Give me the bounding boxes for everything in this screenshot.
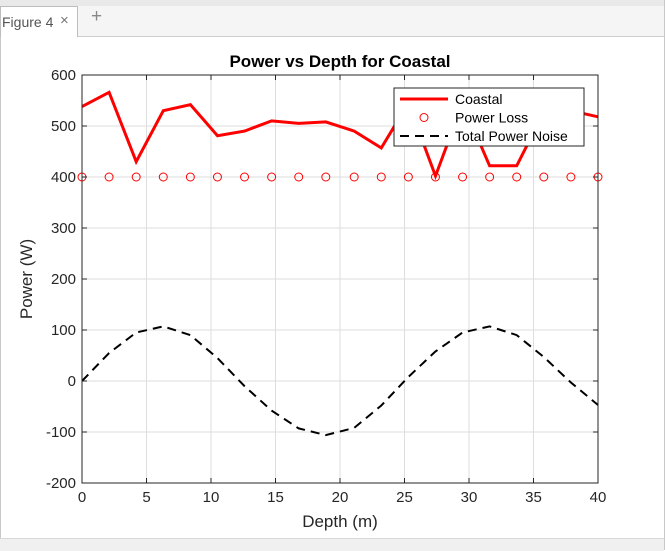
x-axis-label: Depth (m): [302, 512, 378, 531]
x-tick-label: 5: [142, 489, 150, 506]
tab-figure-4[interactable]: Figure 4 ×: [0, 6, 78, 37]
x-tick-label: 35: [525, 489, 542, 506]
power-loss-point: [240, 172, 250, 182]
power-loss-point: [349, 172, 359, 182]
legend-marker-power-loss: [419, 113, 429, 122]
power-loss-point: [539, 172, 549, 182]
y-tick-label: 300: [51, 220, 76, 237]
y-tick-label: -200: [46, 475, 76, 492]
y-axis-label: Power (W): [17, 239, 36, 319]
coastal-line: [81, 90, 599, 181]
power-loss-point: [403, 172, 413, 182]
power-loss-point: [131, 172, 141, 182]
legend-label-coastal: Coastal: [455, 91, 502, 107]
series-layer: [77, 90, 603, 437]
x-tick-label: 40: [590, 489, 607, 506]
x-tick-label: 10: [203, 489, 220, 506]
tab-bar: [0, 6, 664, 37]
y-tick-label: 200: [51, 271, 76, 288]
power-loss-point: [267, 172, 277, 182]
power-loss-point: [158, 172, 168, 182]
y-tick-label: 600: [51, 67, 76, 84]
y-tick-label: -100: [46, 424, 76, 441]
status-strip: [0, 538, 664, 551]
y-tick-label: 500: [51, 118, 76, 135]
power-loss-point: [212, 172, 222, 182]
power-loss-point: [566, 172, 576, 182]
close-icon[interactable]: ×: [60, 12, 69, 29]
axis-ticks: 0 5 10 15 20 25 30 35 40 -200 -100 0 100 200 300 400 500…: [46, 67, 606, 506]
power-loss-point: [485, 172, 495, 182]
y-tick-label: 0: [68, 373, 76, 390]
power-loss-point: [294, 172, 304, 182]
x-tick-label: 15: [267, 489, 284, 506]
power-loss-point: [430, 172, 440, 182]
x-tick-label: 30: [461, 489, 478, 506]
power-loss-point: [458, 172, 468, 182]
legend-label-power-loss: Power Loss: [455, 110, 528, 126]
power-loss-point: [512, 172, 522, 182]
total-power-noise-line: [81, 325, 599, 437]
toolbar-strip: [0, 0, 664, 6]
add-tab-icon[interactable]: +: [91, 6, 103, 27]
x-tick-label: 20: [332, 489, 349, 506]
legend: Coastal Power Loss Total Power Noise: [393, 87, 585, 147]
power-loss-point: [104, 172, 114, 182]
x-tick-label: 25: [396, 489, 413, 506]
chart-title: Power vs Depth for Coastal: [229, 52, 450, 71]
legend-label-total-power-noise: Total Power Noise: [455, 128, 568, 144]
y-tick-label: 100: [51, 322, 76, 339]
tab-figure-4-label: Figure 4: [2, 14, 54, 30]
x-tick-label: 0: [78, 489, 86, 506]
y-tick-label: 400: [51, 169, 76, 186]
power-loss-point: [376, 172, 386, 182]
power-loss-point: [185, 172, 195, 182]
power-loss-point: [321, 172, 331, 182]
